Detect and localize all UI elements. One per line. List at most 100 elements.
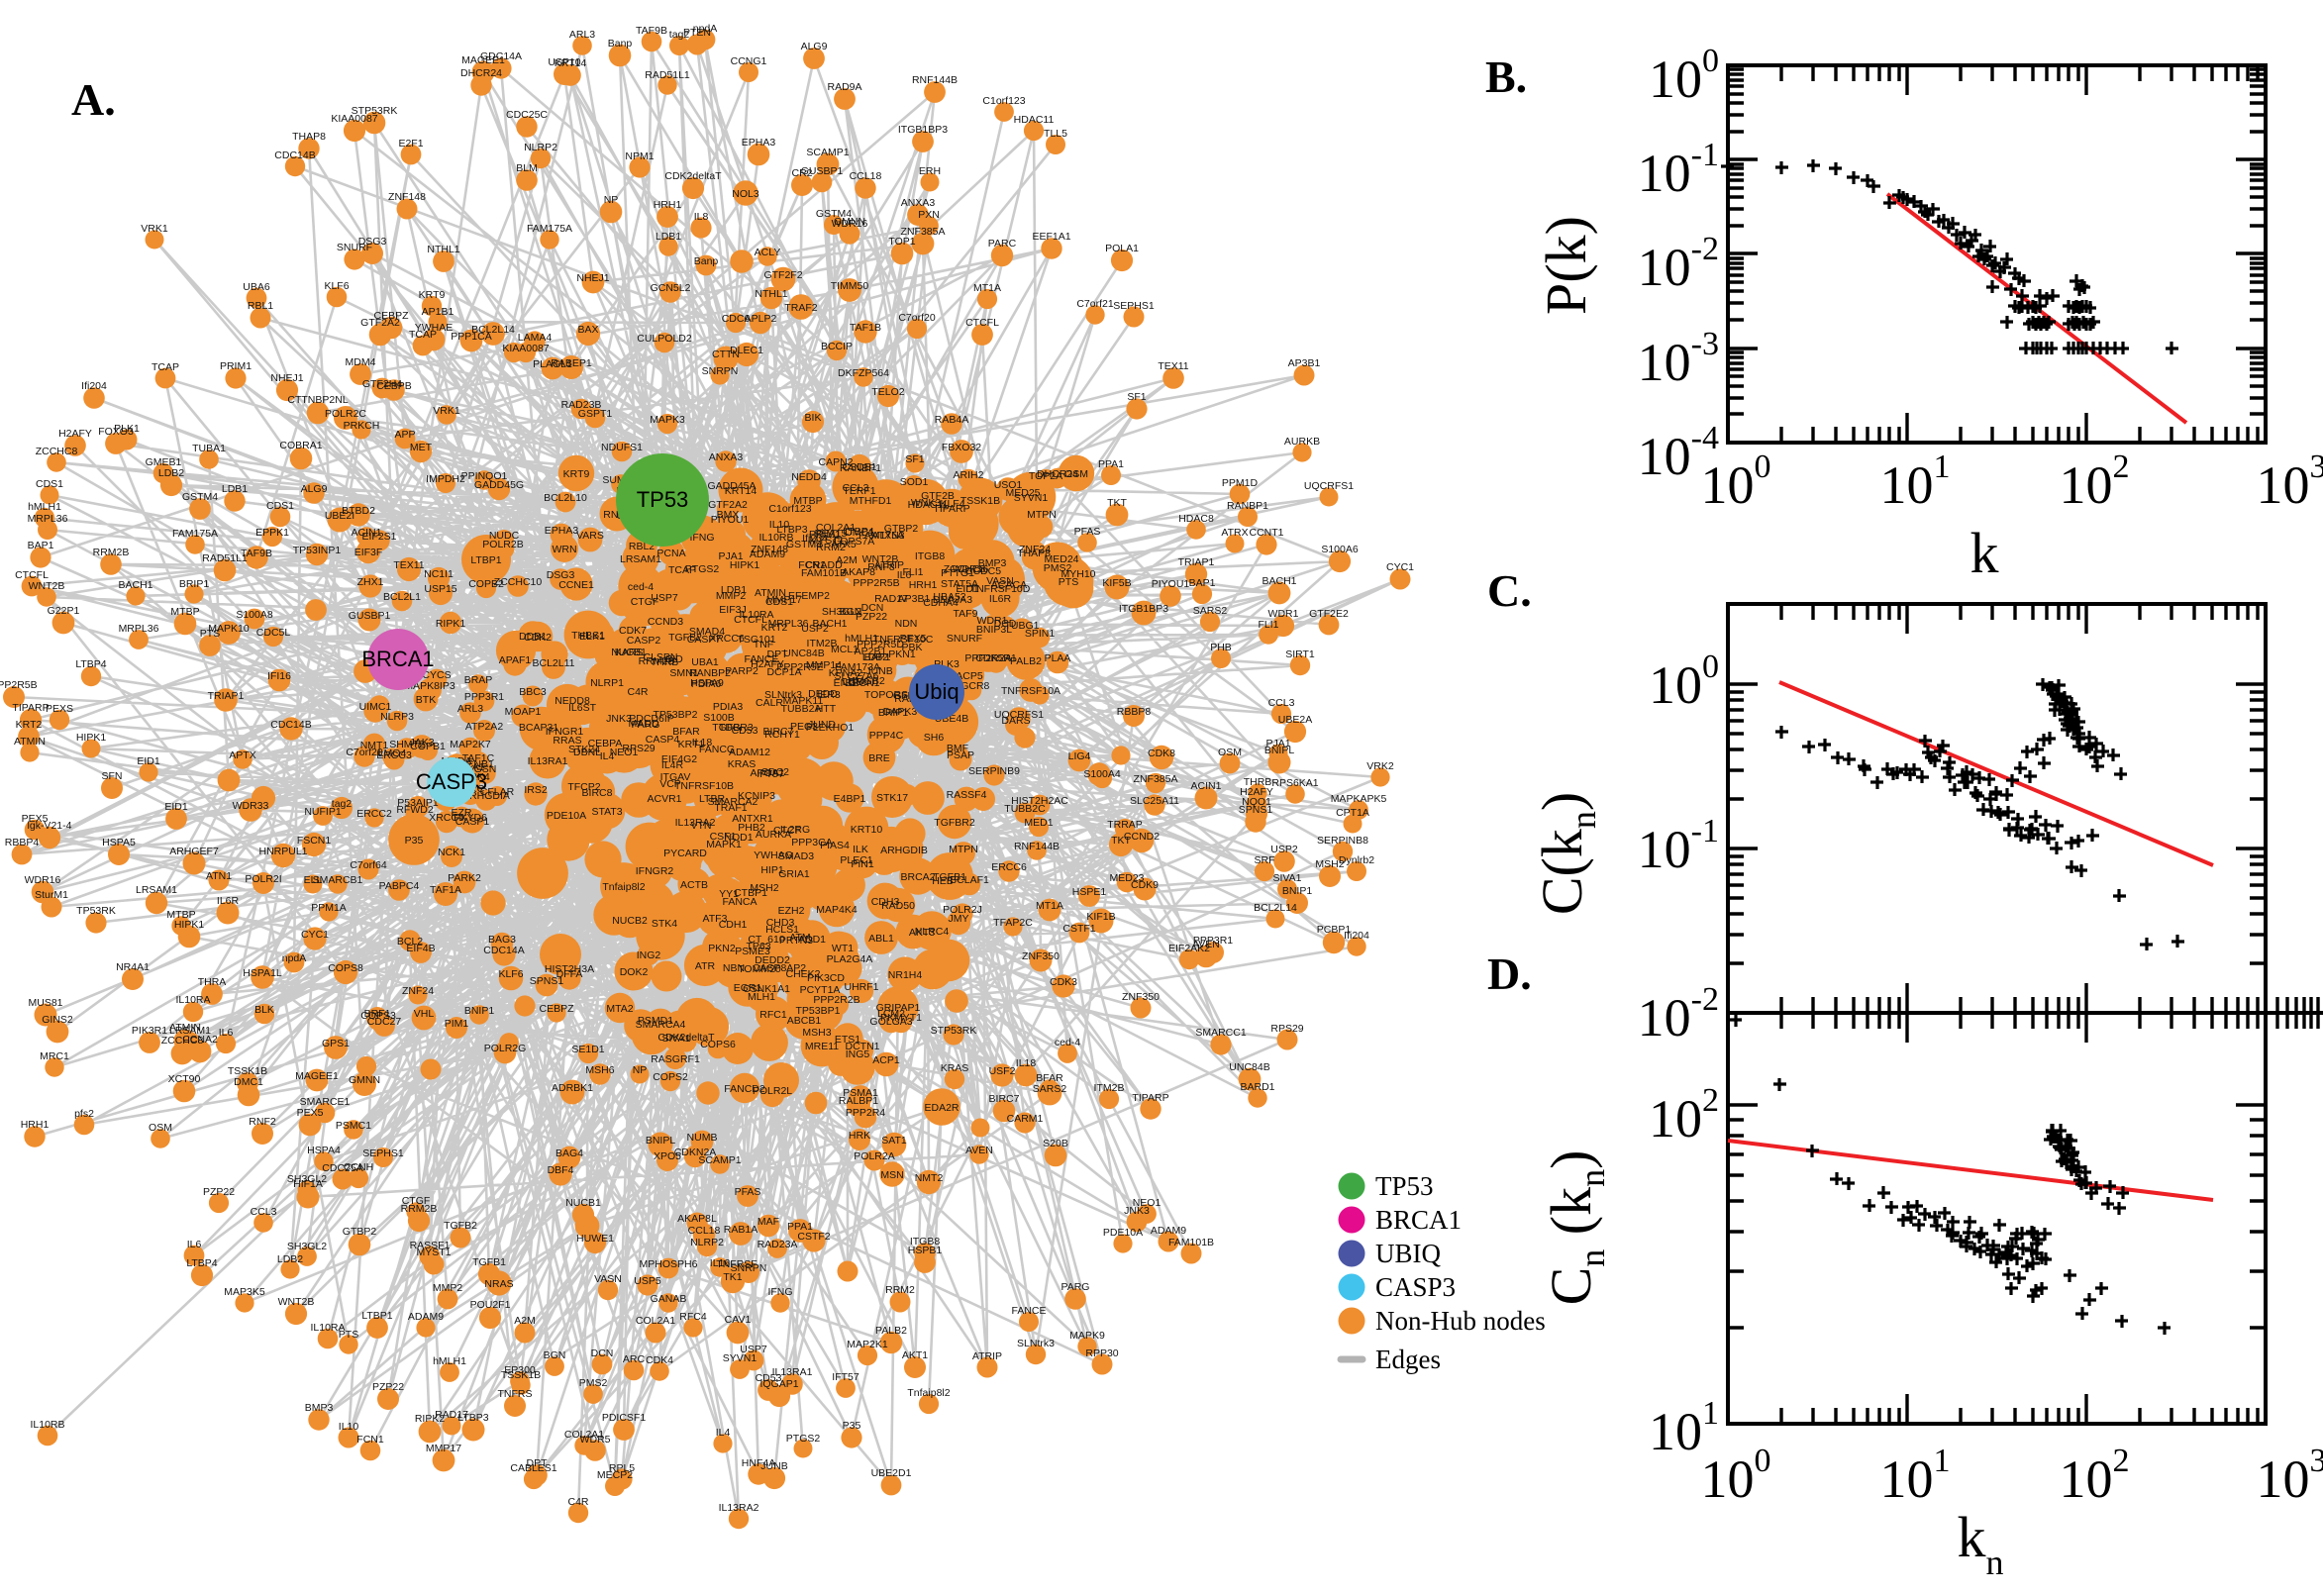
svg-text:SMARCE1: SMARCE1	[300, 1096, 351, 1108]
svg-text:PPP2R5E: PPP2R5E	[776, 661, 823, 673]
svg-text:SH3GL2: SH3GL2	[287, 1173, 327, 1185]
svg-text:RANBP1: RANBP1	[1227, 500, 1268, 512]
svg-text:UQCRFS1: UQCRFS1	[994, 709, 1044, 721]
svg-text:IL4R: IL4R	[661, 759, 684, 771]
svg-text:GTF2E2: GTF2E2	[1309, 608, 1349, 620]
svg-text:BRCA1: BRCA1	[361, 647, 434, 671]
svg-text:SLC25A11: SLC25A11	[1130, 795, 1179, 807]
svg-text:STP53RK: STP53RK	[352, 105, 398, 117]
svg-text:TFAP2C: TFAP2C	[993, 917, 1033, 929]
svg-text:OSM: OSM	[149, 1122, 172, 1134]
svg-text:GSPT1: GSPT1	[578, 408, 613, 420]
svg-text:ITGB8: ITGB8	[910, 1236, 941, 1247]
svg-text:PARG: PARG	[632, 719, 660, 731]
svg-text:HIST2H3A: HIST2H3A	[545, 963, 594, 975]
svg-text:DCN: DCN	[861, 602, 884, 614]
svg-text:hMLH1: hMLH1	[28, 501, 61, 513]
svg-text:ZCCHC8: ZCCHC8	[944, 563, 986, 575]
svg-text:TIPARP: TIPARP	[1132, 1092, 1168, 1104]
svg-text:LTBP4: LTBP4	[843, 526, 873, 538]
svg-text:PPP2R2B: PPP2R2B	[813, 994, 859, 1006]
svg-text:ERCC3: ERCC3	[376, 749, 412, 761]
svg-text:SMAD4: SMAD4	[689, 626, 725, 638]
svg-text:UBA52: UBA52	[933, 591, 965, 603]
svg-text:npdA: npdA	[693, 23, 718, 35]
svg-text:SYVN1: SYVN1	[723, 1352, 758, 1364]
svg-text:ATX5: ATX5	[831, 539, 857, 550]
svg-text:S20B: S20B	[1043, 1138, 1068, 1149]
svg-text:PIK3R1: PIK3R1	[132, 1025, 167, 1037]
svg-text:VASN: VASN	[986, 575, 1014, 587]
svg-text:PIK3CD: PIK3CD	[807, 972, 845, 984]
svg-text:TP63: TP63	[746, 941, 770, 952]
svg-text:CSF1: CSF1	[710, 831, 737, 843]
svg-text:BAP1: BAP1	[28, 540, 54, 551]
svg-text:IFNGR2: IFNGR2	[636, 865, 674, 877]
svg-text:RABEP1: RABEP1	[551, 357, 592, 369]
svg-text:TNFRSF: TNFRSF	[716, 1258, 757, 1270]
svg-text:TKT: TKT	[1107, 497, 1127, 509]
svg-text:TSG101: TSG101	[737, 634, 775, 646]
svg-text:BCL2L10: BCL2L10	[544, 492, 587, 504]
svg-text:POLR2C: POLR2C	[325, 408, 366, 420]
svg-text:COPS8: COPS8	[328, 962, 363, 974]
svg-text:PTS: PTS	[200, 628, 220, 640]
svg-text:RALBP1: RALBP1	[839, 1095, 878, 1107]
svg-text:PKN2: PKN2	[708, 943, 736, 954]
svg-text:CDC14B: CDC14B	[270, 719, 311, 731]
svg-text:POU2F1: POU2F1	[470, 1299, 511, 1311]
svg-text:RASSF4: RASSF4	[947, 789, 987, 801]
svg-text:CLSPN: CLSPN	[643, 651, 677, 663]
svg-text:UBA1: UBA1	[691, 656, 719, 668]
svg-text:GSN: GSN	[474, 763, 497, 775]
svg-text:lgk-V21-4: lgk-V21-4	[28, 820, 72, 832]
svg-text:ITGB8: ITGB8	[915, 550, 946, 562]
svg-text:MAF: MAF	[758, 1216, 779, 1228]
svg-text:ATXN3: ATXN3	[871, 530, 904, 542]
svg-text:KRT9: KRT9	[419, 289, 446, 301]
svg-text:ACACA: ACACA	[991, 579, 1027, 591]
svg-text:USO1: USO1	[994, 479, 1023, 491]
svg-text:MADD: MADD	[629, 718, 659, 730]
svg-text:SEPHS1: SEPHS1	[1113, 300, 1155, 312]
svg-text:TCAP: TCAP	[152, 361, 179, 373]
svg-text:RNF144B: RNF144B	[1014, 841, 1060, 852]
svg-text:H2AFY: H2AFY	[751, 658, 784, 670]
svg-text:hMLH1: hMLH1	[845, 633, 878, 645]
svg-text:ZNF148: ZNF148	[751, 544, 788, 555]
svg-text:SCAMP1: SCAMP1	[806, 147, 849, 158]
svg-text:COPS2: COPS2	[653, 1071, 688, 1083]
svg-text:MUS81: MUS81	[28, 997, 62, 1009]
svg-text:CDC5L: CDC5L	[256, 627, 291, 639]
svg-text:MYH10: MYH10	[1060, 568, 1095, 580]
svg-text:ACIN1: ACIN1	[352, 527, 382, 539]
svg-text:GMNN: GMNN	[834, 216, 865, 228]
svg-text:RIPK1: RIPK1	[436, 618, 466, 630]
svg-text:STK17: STK17	[876, 792, 908, 804]
svg-text:CD53: CD53	[756, 1372, 782, 1384]
svg-text:C4R: C4R	[567, 1496, 588, 1508]
svg-text:PIM1: PIM1	[445, 1018, 469, 1030]
svg-text:AP3B1: AP3B1	[1288, 357, 1321, 369]
svg-text:KPNA2: KPNA2	[829, 667, 863, 679]
svg-text:UBE2D1: UBE2D1	[871, 1467, 912, 1479]
svg-text:NUCB2: NUCB2	[612, 915, 648, 927]
svg-text:NP: NP	[604, 194, 619, 206]
svg-text:GRIA1: GRIA1	[778, 868, 810, 880]
svg-text:CDK2deltaT: CDK2deltaT	[657, 1032, 715, 1044]
svg-text:UBE2A: UBE2A	[1278, 714, 1312, 726]
svg-text:MOAP1: MOAP1	[505, 706, 542, 718]
svg-text:MCL1: MCL1	[831, 644, 858, 655]
svg-text:CTBP1: CTBP1	[734, 887, 767, 899]
svg-text:IL6: IL6	[219, 1027, 234, 1039]
svg-text:CTTN: CTTN	[712, 349, 740, 360]
svg-text:TSSK1B: TSSK1B	[228, 1065, 267, 1077]
svg-text:SF1: SF1	[1127, 391, 1146, 403]
svg-text:DDB1: DDB1	[519, 631, 547, 643]
svg-text:IFT57: IFT57	[832, 1371, 859, 1383]
svg-text:BFAR: BFAR	[1036, 1072, 1063, 1084]
svg-text:Edges: Edges	[1375, 1345, 1441, 1374]
svg-text:MDM4: MDM4	[346, 356, 376, 368]
svg-text:EFEMP2: EFEMP2	[788, 590, 830, 602]
svg-text:VRK1: VRK1	[141, 223, 168, 235]
